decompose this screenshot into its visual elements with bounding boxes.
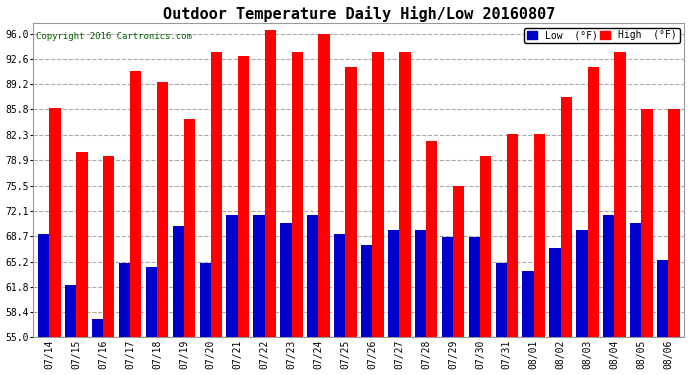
Bar <box>38 234 50 337</box>
Title: Outdoor Temperature Daily High/Low 20160807: Outdoor Temperature Daily High/Low 20160… <box>163 6 555 21</box>
Bar <box>346 67 357 337</box>
Bar <box>211 53 222 337</box>
Bar <box>549 249 561 337</box>
Bar <box>92 319 104 337</box>
Bar <box>642 110 653 337</box>
Bar <box>561 97 572 337</box>
Bar <box>157 82 168 337</box>
Bar <box>334 234 346 337</box>
Bar <box>130 71 141 337</box>
Bar <box>522 271 534 337</box>
Bar <box>442 237 453 337</box>
Legend: Low  (°F), High  (°F): Low (°F), High (°F) <box>524 28 680 44</box>
Bar <box>280 223 292 337</box>
Bar <box>426 141 437 337</box>
Bar <box>507 134 518 337</box>
Bar <box>77 152 88 337</box>
Bar <box>361 245 373 337</box>
Bar <box>307 215 319 337</box>
Bar <box>576 230 588 337</box>
Bar <box>373 53 384 337</box>
Bar <box>400 53 411 337</box>
Bar <box>172 226 184 337</box>
Bar <box>253 215 265 337</box>
Bar <box>199 263 211 337</box>
Bar <box>534 134 545 337</box>
Bar <box>65 285 77 337</box>
Bar <box>226 215 238 337</box>
Bar <box>453 186 464 337</box>
Bar <box>238 56 249 337</box>
Bar <box>50 108 61 337</box>
Bar <box>104 156 115 337</box>
Bar <box>657 260 669 337</box>
Text: Copyright 2016 Cartronics.com: Copyright 2016 Cartronics.com <box>37 32 193 41</box>
Bar <box>415 230 426 337</box>
Bar <box>588 67 599 337</box>
Bar <box>630 223 642 337</box>
Bar <box>184 119 195 337</box>
Bar <box>265 30 276 337</box>
Bar <box>480 156 491 337</box>
Bar <box>495 263 507 337</box>
Bar <box>292 53 303 337</box>
Bar <box>388 230 400 337</box>
Bar <box>615 53 626 337</box>
Bar <box>319 34 330 337</box>
Bar <box>146 267 157 337</box>
Bar <box>119 263 130 337</box>
Bar <box>669 110 680 337</box>
Bar <box>469 237 480 337</box>
Bar <box>603 215 615 337</box>
